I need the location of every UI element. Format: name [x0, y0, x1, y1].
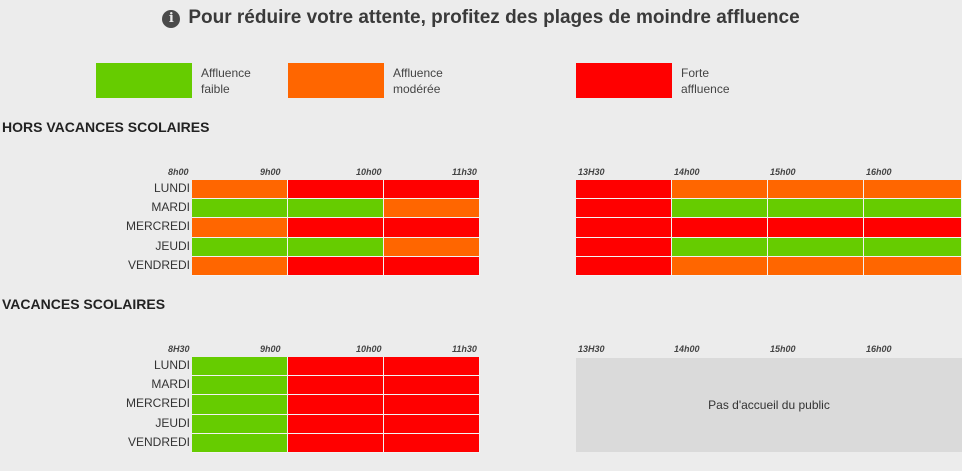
hour-label: 16h00 — [866, 167, 892, 177]
slot-cell-faible — [192, 199, 288, 219]
day-label: VENDREDI — [127, 257, 190, 272]
section-title-hors-vacances: HORS VACANCES SCOLAIRES — [2, 119, 210, 135]
day-label: LUNDI — [153, 181, 190, 195]
slot-cell-forte — [288, 256, 384, 276]
slot-cell-moderee — [192, 256, 288, 276]
info-icon: i — [162, 10, 181, 28]
day-label: MARDI — [151, 377, 190, 392]
hour-label: 13H30 — [578, 344, 605, 354]
slot-cell-moderee — [864, 180, 962, 200]
slot-cell-forte — [288, 218, 384, 238]
slot-cell-forte — [576, 256, 672, 276]
day-label: MERCREDI — [125, 219, 190, 234]
slot-cell-forte — [384, 218, 480, 238]
slot-cell-forte — [864, 218, 962, 238]
hour-label: 11h30 — [452, 344, 477, 354]
slot-cell-faible — [672, 199, 768, 219]
slot-cell-forte — [384, 256, 480, 276]
legend-line: Forte — [681, 66, 710, 80]
hour-label: 11h30 — [452, 167, 477, 177]
slot-cell-moderee — [672, 180, 768, 200]
slot-cell-moderee — [384, 237, 480, 257]
slot-cell-forte — [384, 376, 480, 396]
slot-cell-forte — [384, 395, 480, 415]
legend-label-faible: Affluence faible — [201, 65, 291, 97]
legend-swatch-forte — [576, 63, 672, 98]
day-label: JEUDI — [155, 238, 190, 253]
slot-cell-faible — [192, 395, 288, 415]
heading-text: Pour réduire votre attente, profitez des… — [188, 7, 800, 28]
hour-label: 10h00 — [356, 344, 382, 354]
slot-cell-faible — [192, 357, 288, 377]
slot-cell-moderee — [384, 199, 480, 219]
slot-cell-forte — [576, 237, 672, 257]
hour-label: 15h00 — [770, 167, 796, 177]
slot-cell-moderee — [672, 256, 768, 276]
hour-label: 16h00 — [866, 344, 892, 354]
legend-line: modérée — [393, 82, 441, 96]
closed-text: Pas d'accueil du public — [708, 398, 830, 412]
hour-label: 9h00 — [260, 344, 281, 354]
hour-label: 15h00 — [770, 344, 796, 354]
slot-cell-forte — [288, 414, 384, 434]
page-heading: i Pour réduire votre attente, profitez de… — [0, 7, 962, 29]
slot-cell-faible — [672, 237, 768, 257]
hour-label: 8h00 — [168, 167, 189, 177]
closed-notice: Pas d'accueil du public — [576, 358, 962, 452]
slot-cell-faible — [192, 237, 288, 257]
section-title-vacances: VACANCES SCOLAIRES — [2, 296, 166, 312]
day-label: MERCREDI — [125, 396, 190, 411]
slot-cell-faible — [192, 376, 288, 396]
slot-cell-forte — [288, 180, 384, 200]
slot-cell-moderee — [192, 180, 288, 200]
legend-line: faible — [201, 82, 230, 96]
legend-label-forte: Forte affluence — [681, 65, 771, 97]
day-label: JEUDI — [155, 415, 190, 430]
slot-cell-forte — [384, 433, 480, 453]
slot-cell-forte — [384, 414, 480, 434]
hour-label: 14h00 — [674, 344, 700, 354]
hour-label: 9h00 — [260, 167, 281, 177]
slot-cell-forte — [384, 357, 480, 377]
legend-label-moderee: Affluence modérée — [393, 65, 483, 97]
slot-cell-forte — [288, 433, 384, 453]
legend-line: Affluence — [393, 66, 443, 80]
slot-cell-forte — [576, 199, 672, 219]
slot-cell-faible — [288, 237, 384, 257]
hour-label: 14h00 — [674, 167, 700, 177]
slot-cell-moderee — [192, 218, 288, 238]
slot-cell-forte — [288, 357, 384, 377]
slot-cell-faible — [864, 199, 962, 219]
slot-cell-forte — [768, 218, 864, 238]
day-label: LUNDI — [153, 358, 190, 372]
slot-cell-faible — [192, 433, 288, 453]
slot-cell-faible — [864, 237, 962, 257]
legend-swatch-moderee — [288, 63, 384, 98]
hour-label: 10h00 — [356, 167, 382, 177]
day-label: VENDREDI — [127, 434, 190, 449]
slot-cell-faible — [288, 199, 384, 219]
slot-cell-forte — [288, 376, 384, 396]
slot-cell-moderee — [864, 256, 962, 276]
slot-cell-moderee — [768, 256, 864, 276]
slot-cell-faible — [768, 199, 864, 219]
slot-cell-forte — [672, 218, 768, 238]
legend-swatch-faible — [96, 63, 192, 98]
slot-cell-faible — [768, 237, 864, 257]
slot-cell-forte — [288, 395, 384, 415]
slot-cell-moderee — [768, 180, 864, 200]
legend-line: Affluence — [201, 66, 251, 80]
slot-cell-faible — [192, 414, 288, 434]
slot-cell-forte — [384, 180, 480, 200]
hour-label: 13H30 — [578, 167, 605, 177]
hour-label: 8H30 — [168, 344, 190, 354]
slot-cell-forte — [576, 180, 672, 200]
day-label: MARDI — [151, 200, 190, 215]
slot-cell-forte — [576, 218, 672, 238]
legend-line: affluence — [681, 82, 730, 96]
